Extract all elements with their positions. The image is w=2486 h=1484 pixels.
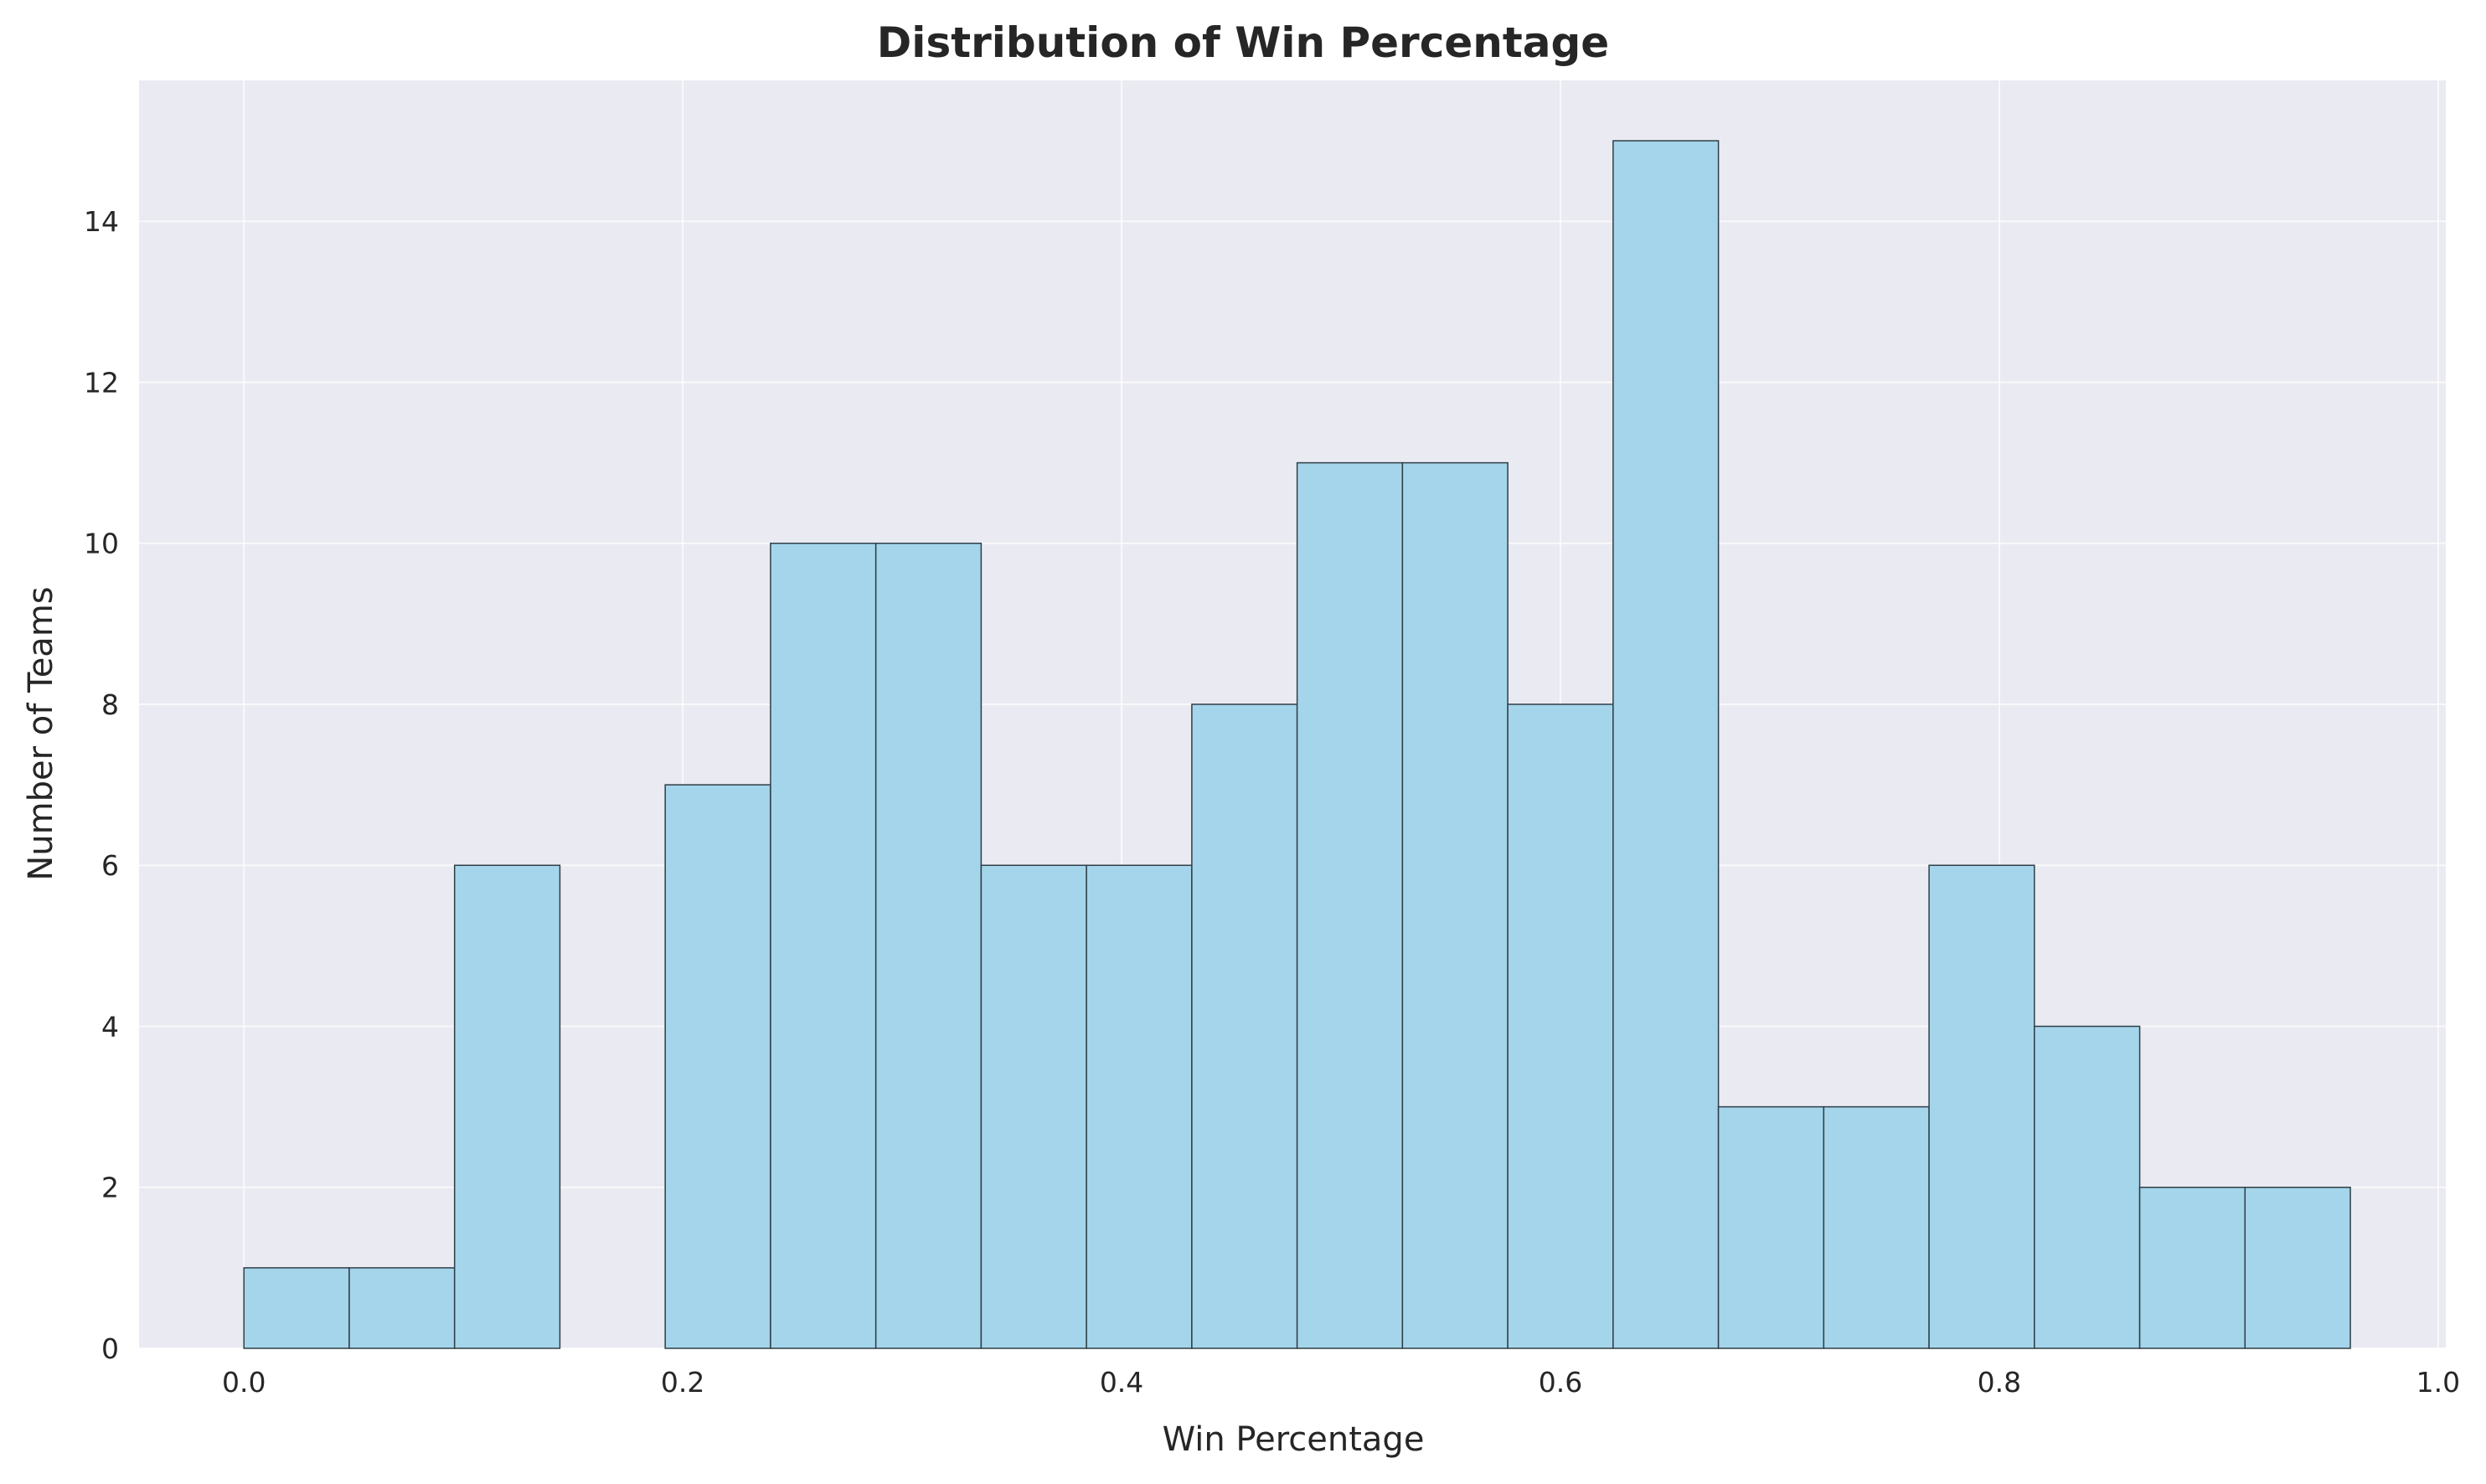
- chart-title: Distribution of Win Percentage: [877, 18, 1609, 67]
- histogram-bar: [1086, 864, 1193, 1349]
- histogram-bar: [2034, 1025, 2141, 1349]
- y-tick-label: 12: [84, 366, 119, 399]
- histogram-bar: [453, 864, 561, 1349]
- histogram-bar: [1296, 461, 1404, 1349]
- histogram-bar: [1401, 461, 1509, 1349]
- y-tick-label: 0: [101, 1332, 119, 1365]
- y-axis-label: Number of Teams: [22, 586, 60, 880]
- x-tick-label: 0.6: [1539, 1366, 1582, 1399]
- histogram-bar: [2138, 1186, 2246, 1349]
- histogram-bar: [1191, 703, 1298, 1349]
- x-tick-label: 0.8: [1978, 1366, 2021, 1399]
- histogram-bar: [664, 784, 771, 1349]
- x-tick-label: 0.4: [1100, 1366, 1143, 1399]
- x-tick-label: 0.2: [661, 1366, 704, 1399]
- y-tick-label: 2: [101, 1172, 119, 1204]
- histogram-bar: [1507, 703, 1614, 1349]
- bars: [243, 140, 2351, 1349]
- y-tick-label: 6: [101, 849, 119, 882]
- y-tick-label: 14: [84, 205, 119, 238]
- histogram-bar: [874, 542, 983, 1349]
- y-tick-label: 10: [84, 528, 119, 560]
- x-tick-label: 0.0: [222, 1366, 266, 1399]
- histogram-bar: [1928, 864, 2035, 1349]
- histogram-bar: [243, 1267, 350, 1349]
- y-tick-label: 8: [101, 688, 119, 721]
- x-axis-label: Win Percentage: [1163, 1420, 1425, 1459]
- histogram-bar: [1612, 140, 1720, 1349]
- histogram-bar: [2244, 1186, 2351, 1349]
- y-ticks: 0 2 4 6 8 10 12 14: [84, 205, 119, 1365]
- histogram-bar: [980, 864, 1087, 1349]
- histogram-bar: [348, 1267, 456, 1349]
- histogram-bar: [770, 542, 877, 1349]
- y-tick-label: 4: [101, 1010, 119, 1043]
- histogram-bar: [1717, 1105, 1825, 1349]
- x-ticks: 0.0 0.2 0.4 0.6 0.8 1.0: [222, 1366, 2460, 1399]
- x-tick-label: 1.0: [2416, 1366, 2460, 1399]
- histogram-bar: [1823, 1105, 1930, 1349]
